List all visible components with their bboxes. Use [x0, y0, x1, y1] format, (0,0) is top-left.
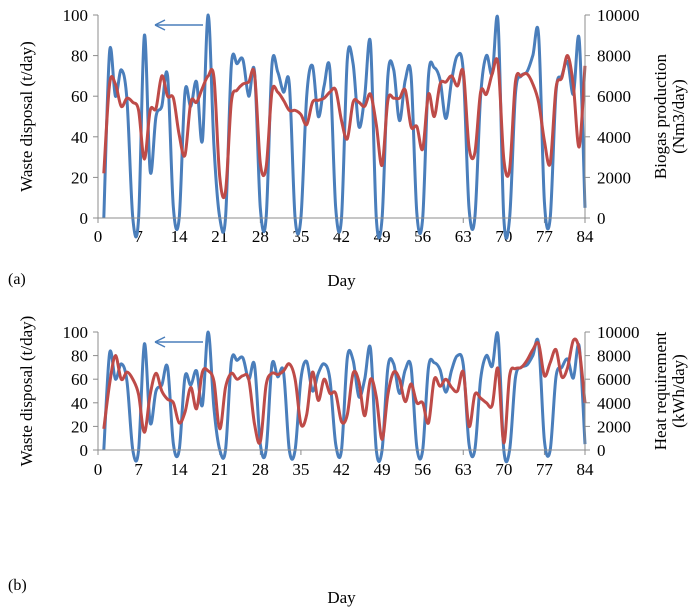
- right-tick-label: 8000: [597, 47, 631, 66]
- right-tick-label: 6000: [597, 370, 631, 389]
- x-tick-label: 35: [292, 227, 309, 246]
- left-tick-label: 100: [63, 323, 89, 342]
- right-tick-label: 4000: [597, 394, 631, 413]
- right-axis-label-line1: Biogas production: [651, 53, 670, 179]
- right-axis-ticks: 0 2000 4000 6000 8000 10000: [585, 323, 640, 460]
- x-tick-label: 0: [94, 460, 103, 479]
- panel-label: (b): [8, 577, 27, 594]
- x-tick-label: 77: [536, 227, 554, 246]
- x-axis-label: Day: [327, 588, 356, 607]
- x-tick-label: 0: [94, 227, 103, 246]
- waste-disposal-series-line: [102, 330, 587, 464]
- series-group: [102, 330, 587, 464]
- left-axis-ticks: 0 20 40 60 80 100: [63, 6, 98, 228]
- x-tick-label: 56: [414, 460, 431, 479]
- x-tick-label: 42: [333, 460, 350, 479]
- arrow-head: [154, 336, 166, 348]
- x-tick-label: 28: [252, 460, 269, 479]
- left-axis-ticks: 0 20 40 60 80 100: [63, 323, 98, 460]
- left-tick-label: 20: [71, 417, 88, 436]
- x-tick-label: 63: [455, 227, 472, 246]
- right-axis-label-line1: Heat requirement: [651, 331, 670, 450]
- axes-frame: [97, 332, 586, 451]
- right-tick-label: 10000: [597, 6, 640, 25]
- left-tick-label: 40: [71, 394, 88, 413]
- right-tick-label: 6000: [597, 87, 631, 106]
- x-tick-label: 14: [171, 227, 189, 246]
- right-axis-label-line2: (Nm3/day): [669, 79, 688, 154]
- arrow-head: [154, 19, 166, 31]
- x-axis-label: Day: [327, 271, 356, 290]
- right-axis-ticks: 0 2000 4000 6000 8000 10000: [585, 6, 640, 228]
- left-tick-label: 40: [71, 128, 88, 147]
- right-tick-label: 0: [597, 441, 606, 460]
- left-axis-label: Waste disposal (t/day): [17, 316, 36, 467]
- right-tick-label: 0: [597, 209, 606, 228]
- axes-frame: [97, 15, 586, 219]
- x-tick-label: 14: [171, 460, 189, 479]
- left-axis-label: Waste disposal (t/day): [17, 41, 36, 192]
- left-pointing-arrow-icon: [154, 19, 203, 31]
- x-tick-label: 84: [577, 460, 595, 479]
- right-axis-label-line2: (kWh/day): [669, 354, 688, 428]
- right-tick-label: 10000: [597, 323, 640, 342]
- right-tick-label: 4000: [597, 128, 631, 147]
- left-tick-label: 80: [71, 347, 88, 366]
- left-pointing-arrow-icon: [154, 336, 203, 348]
- x-tick-label: 7: [134, 460, 143, 479]
- right-tick-label: 8000: [597, 347, 631, 366]
- x-tick-label: 63: [455, 460, 472, 479]
- x-tick-label: 35: [292, 460, 309, 479]
- left-tick-label: 80: [71, 47, 88, 66]
- x-axis-ticks: 0 7 14 21 28 35 42 49 56 63 70 77 84: [94, 450, 594, 479]
- x-tick-label: 49: [374, 460, 391, 479]
- x-tick-label: 21: [211, 460, 228, 479]
- left-tick-label: 60: [71, 370, 88, 389]
- x-tick-label: 70: [495, 460, 512, 479]
- panel-b-chart: 0 20 40 60 80 100 0 2000 4000 6000 8000 10000 0 7 14…: [8, 316, 688, 607]
- right-axis-series-line: [102, 337, 587, 445]
- left-tick-label: 0: [80, 209, 89, 228]
- right-tick-label: 2000: [597, 417, 631, 436]
- panel-a-chart: 0 20 40 60 80 100 0 2000 4000 6000 8000 10000 0 7 14…: [8, 6, 688, 290]
- waste-disposal-series-line: [102, 13, 587, 240]
- right-axis-series-line: [102, 54, 587, 200]
- x-axis-ticks: 0 7 14 21 28 35 42 49 56 63 70 77 84: [94, 218, 594, 246]
- x-tick-label: 84: [577, 227, 595, 246]
- left-tick-label: 0: [80, 441, 89, 460]
- left-tick-label: 100: [63, 6, 89, 25]
- x-tick-label: 28: [252, 227, 269, 246]
- series-group: [102, 13, 587, 240]
- left-tick-label: 20: [71, 168, 88, 187]
- right-tick-label: 2000: [597, 168, 631, 187]
- x-tick-label: 7: [134, 227, 143, 246]
- left-tick-label: 60: [71, 87, 88, 106]
- x-tick-label: 77: [536, 460, 554, 479]
- panel-label: (a): [8, 271, 26, 288]
